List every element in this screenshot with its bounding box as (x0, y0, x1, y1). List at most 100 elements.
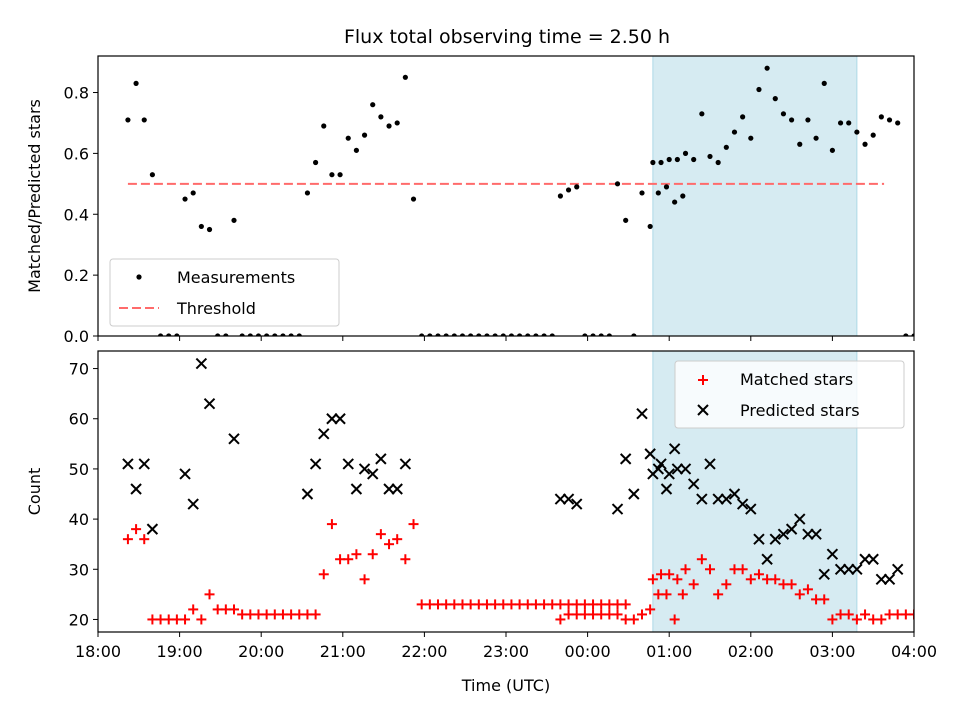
y-tick-label: 20 (69, 610, 89, 629)
x-tick-label: 02:00 (728, 642, 774, 661)
data-point (756, 86, 762, 93)
data-point (375, 529, 386, 540)
data-point (557, 193, 564, 199)
data-point (555, 614, 566, 625)
data-point (427, 333, 433, 336)
data-point (574, 184, 580, 190)
data-point (723, 144, 729, 150)
data-point (620, 599, 631, 610)
data-point (731, 129, 738, 135)
data-point (378, 114, 384, 120)
data-point (628, 488, 640, 500)
data-point (228, 433, 240, 445)
top-panel-measurements-ratio: 0.0 0.2 0.4 0.6 0.8 Matched/Predicted stars Me… (25, 55, 915, 346)
data-point (318, 428, 330, 440)
data-point (182, 196, 188, 202)
data-point (687, 478, 700, 490)
data-point (468, 333, 474, 336)
data-point (870, 132, 876, 138)
series-predicted-stars (122, 357, 904, 586)
data-point (895, 120, 901, 126)
data-point (696, 554, 707, 565)
data-point (854, 129, 860, 135)
chart-title: Flux total observing time = 2.50 h (344, 26, 670, 48)
data-point (326, 519, 337, 530)
legend: Matched stars Predicted stars (674, 360, 905, 429)
data-point (296, 333, 302, 336)
data-point (761, 553, 773, 565)
data-point (166, 333, 172, 336)
data-point (549, 333, 555, 336)
data-point (342, 458, 354, 470)
y-tick-label: 0.0 (64, 327, 89, 346)
data-point (886, 117, 893, 123)
data-point (647, 223, 653, 230)
data-point (664, 569, 675, 580)
x-tick-label: 04:00 (891, 642, 937, 661)
data-point (663, 184, 670, 190)
data-point (891, 563, 904, 575)
data-point (400, 554, 411, 565)
data-point (672, 574, 683, 585)
data-point (517, 333, 523, 336)
data-point (688, 579, 699, 590)
y-tick-label: 0.8 (64, 84, 89, 103)
data-point (909, 609, 914, 620)
data-point (310, 609, 321, 620)
y-tick-label: 0.6 (64, 144, 89, 163)
data-point (736, 498, 749, 510)
legend-label-threshold: Threshold (176, 299, 256, 318)
x-tick-label: 21:00 (320, 642, 366, 661)
data-point (329, 172, 335, 178)
data-point (737, 564, 748, 575)
data-point (370, 102, 376, 108)
data-point (321, 123, 327, 129)
data-point (827, 614, 838, 625)
data-point (122, 534, 133, 545)
data-point (789, 117, 795, 123)
x-tick-label: 23:00 (483, 642, 529, 661)
data-point (805, 117, 811, 123)
legend-box (674, 360, 905, 429)
x-tick-label: 19:00 (157, 642, 203, 661)
data-point (157, 333, 164, 336)
data-point (204, 589, 215, 600)
data-point (772, 96, 778, 102)
data-point (492, 333, 498, 336)
data-point (384, 539, 395, 550)
data-point (565, 187, 572, 193)
data-point (650, 159, 656, 166)
data-point (590, 333, 596, 336)
data-point (636, 408, 648, 420)
x-tick-label: 20:00 (238, 642, 284, 661)
data-point (525, 333, 531, 336)
data-point (785, 523, 798, 535)
data-point (125, 117, 131, 123)
data-point (691, 156, 697, 163)
y-tick-label: 0.4 (64, 205, 89, 224)
data-point (655, 190, 661, 196)
data-point (769, 533, 781, 545)
data-point (206, 226, 213, 233)
data-point (821, 80, 827, 86)
data-point (680, 564, 691, 575)
data-point (451, 333, 457, 336)
data-point (130, 483, 142, 495)
data-point (318, 569, 329, 580)
data-point (304, 190, 311, 196)
data-point (660, 483, 673, 495)
data-point (612, 609, 623, 620)
data-point (851, 614, 862, 625)
data-point (141, 117, 147, 123)
data-point (606, 333, 612, 336)
data-point (819, 594, 830, 605)
data-point (500, 333, 506, 336)
data-point (508, 333, 515, 336)
data-point (614, 181, 621, 187)
data-point (571, 498, 583, 510)
data-point (818, 568, 830, 581)
data-point (484, 333, 490, 336)
data-point (367, 549, 378, 560)
data-point (476, 333, 482, 336)
data-point (541, 333, 547, 336)
